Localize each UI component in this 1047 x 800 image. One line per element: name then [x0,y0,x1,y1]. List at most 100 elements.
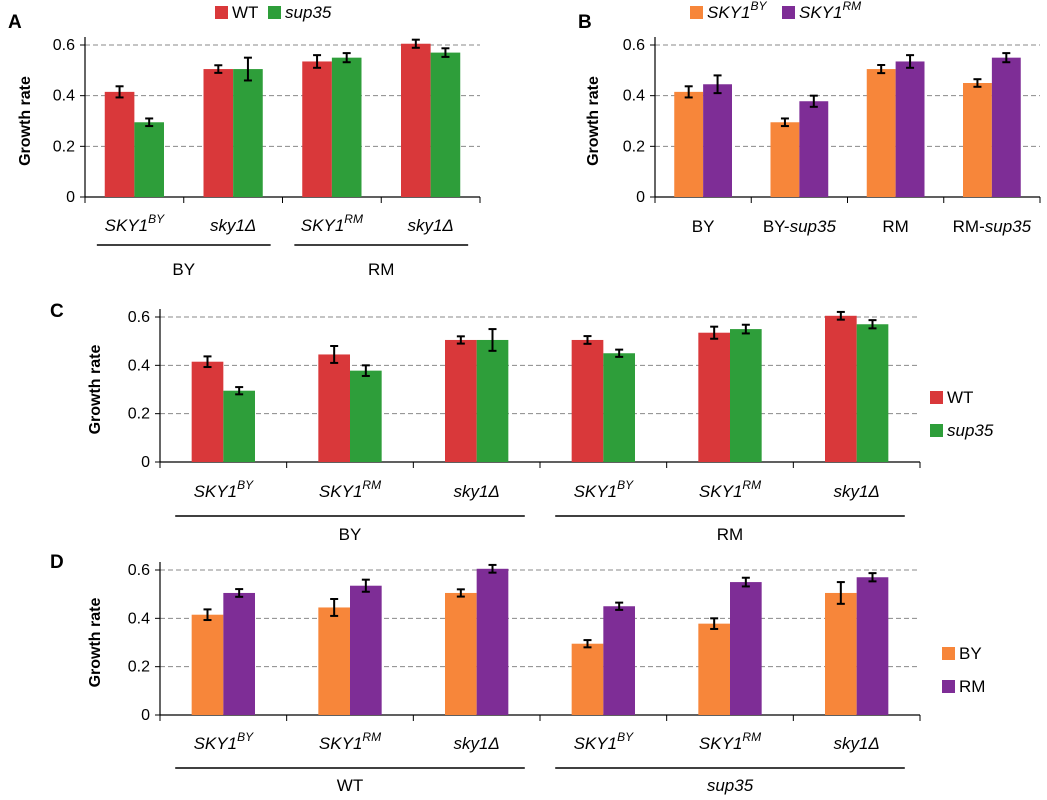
panel-B: B Growth rate 0 0.2 0.4 0.6 BY BY-sup35 RM RM-sup… [578,0,1041,236]
x-category-label: SKY1BY [194,478,254,501]
y-tick-label: 0.4 [623,88,645,105]
bar [674,91,704,197]
bar [571,643,604,715]
legend-swatch [268,6,281,19]
x-category-label: SKY1BY [194,730,254,753]
x-category-label: sky1Δ [210,216,256,235]
group-label: RM [368,260,394,279]
x-category-label: SKY1RM [319,730,381,753]
bar [698,332,730,462]
bar [223,592,255,715]
legend-swatch [930,391,943,404]
legend-swatch [942,647,955,660]
legend-label: WT [232,3,258,22]
legend-label: BY [959,644,982,663]
bar [191,614,224,715]
y-tick-label: 0 [66,189,75,206]
y-tick-label: 0.4 [128,610,150,627]
y-tick-label: 0 [141,454,150,471]
panel-label: D [50,552,64,573]
bar [223,390,255,462]
bar [603,353,635,462]
bar [770,122,800,197]
panel-label: B [578,12,592,33]
y-tick-label: 0.2 [53,138,75,155]
bar [233,69,263,197]
panel-A: A Growth rate 0 0.2 0.4 0.6 SKY1BY sky1Δ SKY1RM s… [8,3,481,279]
bar [866,69,896,197]
bar [191,361,224,462]
y-tick-label: 0.2 [128,406,150,423]
bar [430,52,461,197]
bar [401,43,431,197]
bar [856,324,889,462]
bar [445,592,477,715]
x-category-label: sky1Δ [833,482,879,501]
y-axis-label: Growth rate [87,598,104,688]
x-category-label: BY [692,217,715,236]
bar [991,57,1021,197]
bar [825,315,857,462]
legend-swatch [215,6,228,19]
bar [331,57,362,197]
group-label: sup35 [707,776,754,795]
bar [856,577,889,715]
x-category-label: RM [882,217,908,236]
legend-label: WT [947,388,973,407]
x-category-label: SKY1RM [699,478,761,501]
x-category-label: SKY1RM [319,478,381,501]
y-tick-label: 0.6 [128,309,150,326]
legend-swatch [782,6,795,19]
panel-label: C [50,301,64,322]
bar [698,623,730,715]
bar [203,69,234,197]
x-category-label: sky1Δ [833,734,879,753]
legend-label: sup35 [947,421,994,440]
bar [703,84,732,197]
bar [476,568,509,715]
x-category-label: sky1Δ [453,734,499,753]
y-axis-label: Growth rate [585,76,602,166]
x-category-label: SKY1RM [301,212,363,235]
panel-C: C Growth rate 0 0.2 0.4 0.6 SKY1BY SKY1RM sky1Δ S… [50,301,994,544]
bar [895,61,925,197]
x-category-label: SKY1BY [574,730,634,753]
y-tick-label: 0.4 [53,88,75,105]
bar [318,607,350,715]
y-tick-label: 0.2 [623,138,645,155]
x-category-label: SKY1BY [574,478,634,501]
group-label: RM [717,525,743,544]
y-tick-label: 0.6 [128,562,150,579]
bar [318,354,350,462]
bar [134,122,164,197]
bar [571,339,604,462]
x-category-label: SKY1RM [699,730,761,753]
y-axis-label: Growth rate [87,345,104,435]
y-tick-label: 0.4 [128,357,150,374]
y-tick-label: 0.2 [128,659,150,676]
bar [730,329,762,462]
legend-label: SKY1BY [707,0,767,22]
x-category-label: sky1Δ [453,482,499,501]
group-label: WT [337,776,363,795]
legend-swatch [690,6,703,19]
panel-label: A [8,12,22,33]
group-label: BY [172,260,195,279]
legend-label: sup35 [285,3,332,22]
y-axis-label: Growth rate [17,76,34,166]
bar [799,101,829,197]
bar [302,61,332,197]
legend-swatch [930,424,943,437]
x-category-label: sky1Δ [407,216,453,235]
x-category-label: BY-sup35 [763,217,837,236]
bar [445,339,477,462]
bar [963,83,992,197]
bar [730,582,762,715]
bar [603,606,635,715]
legend-swatch [942,680,955,693]
bar [476,339,509,462]
x-category-label: SKY1BY [105,212,165,235]
x-category-label: RM-sup35 [953,217,1032,236]
panel-D: D Growth rate 0 0.2 0.4 0.6 SKY1BY SKY1RM sky1Δ S… [50,552,985,795]
